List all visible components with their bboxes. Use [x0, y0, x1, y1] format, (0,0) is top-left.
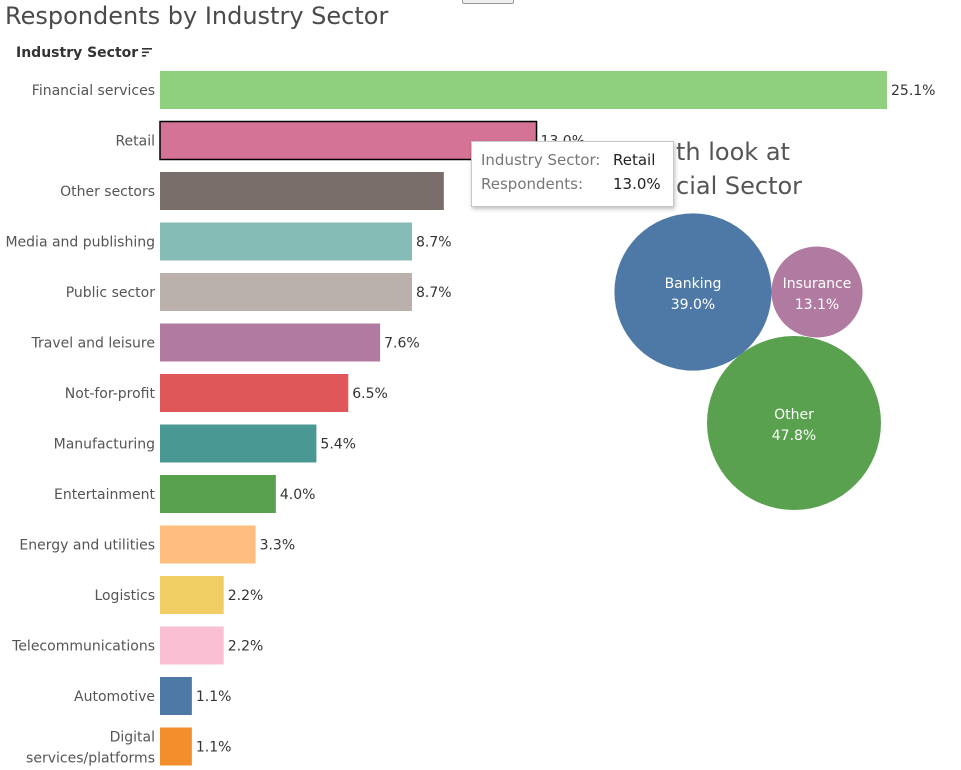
bar-logistics[interactable]: [160, 576, 224, 614]
tick-label-financial-services: Financial services: [32, 83, 155, 99]
bubble-title-line2: cial Sector: [676, 172, 802, 200]
chart-title: Respondents by Industry Sector: [5, 2, 389, 30]
value-label-logistics: 2.2%: [228, 588, 264, 604]
bubble-value-banking: 39.0%: [671, 297, 715, 313]
tick-label-digital-services-platforms: Digital services/platforms: [26, 730, 155, 767]
bar-not-for-profit[interactable]: [160, 374, 349, 412]
bubble-insurance[interactable]: [771, 246, 863, 338]
value-label-energy-and-utilities: 3.3%: [260, 538, 296, 554]
bubble-name-insurance: Insurance: [783, 276, 852, 292]
bubble-value-other: 47.8%: [772, 428, 816, 444]
tick-label-travel-and-leisure: Travel and leisure: [31, 336, 155, 352]
tick-label-other-sectors: Other sectors: [60, 184, 155, 200]
tick-label-telecommunications: Telecommunications: [11, 639, 155, 655]
value-label-travel-and-leisure: 7.6%: [384, 336, 420, 352]
tick-label-logistics: Logistics: [94, 588, 155, 604]
tick-label-not-for-profit: Not-for-profit: [65, 386, 156, 402]
tooltip-value-sector: Retail: [613, 151, 656, 169]
value-label-media-and-publishing: 8.7%: [416, 235, 452, 251]
value-label-entertainment: 4.0%: [280, 487, 316, 503]
bar-energy-and-utilities[interactable]: [160, 525, 256, 564]
value-label-not-for-profit: 6.5%: [352, 386, 388, 402]
tick-label-public-sector: Public sector: [66, 285, 156, 301]
tick-label-entertainment: Entertainment: [54, 487, 156, 503]
tooltip: Industry Sector: Retail Respondents: 13.0%: [471, 141, 674, 207]
tick-label-energy-and-utilities: Energy and utilities: [19, 538, 155, 554]
industry-sector-field-header[interactable]: Industry Sector: [16, 45, 153, 61]
bubble-other[interactable]: [707, 336, 881, 510]
bar-series: Financial services 25.1% Retail 13.0% Other …: [5, 71, 935, 767]
bubble-chart: th look at cial Sector Banking 39.0% Insuran…: [614, 138, 881, 510]
top-tab-handle[interactable]: [462, 0, 514, 4]
bar-entertainment[interactable]: [160, 475, 276, 513]
bubble-name-other: Other: [774, 407, 814, 423]
sort-icon[interactable]: [142, 45, 153, 61]
tick-label-retail: Retail: [115, 134, 155, 150]
bubble-name-banking: Banking: [665, 276, 722, 292]
value-label-financial-services: 25.1%: [891, 83, 935, 99]
bar-travel-and-leisure[interactable]: [160, 323, 381, 362]
bar-digital-services-platforms[interactable]: [160, 727, 192, 766]
value-label-public-sector: 8.7%: [416, 285, 452, 301]
bar-media-and-publishing[interactable]: [160, 222, 412, 261]
bar-other-sectors[interactable]: [160, 172, 444, 210]
field-header-label: Industry Sector: [16, 45, 139, 61]
bar-public-sector[interactable]: [160, 273, 412, 311]
bar-telecommunications[interactable]: [160, 626, 224, 665]
tick-label-media-and-publishing: Media and publishing: [5, 235, 155, 251]
bubble-title-line1: th look at: [676, 138, 790, 166]
value-label-manufacturing: 5.4%: [320, 437, 356, 453]
tick-label-automotive: Automotive: [74, 689, 155, 705]
value-label-digital-services-platforms: 1.1%: [196, 740, 232, 756]
value-label-automotive: 1.1%: [196, 689, 232, 705]
tooltip-key-sector: Industry Sector:: [481, 151, 601, 169]
bubble-value-insurance: 13.1%: [795, 297, 839, 313]
bubble-banking[interactable]: [614, 213, 772, 371]
bar-manufacturing[interactable]: [160, 424, 317, 463]
bar-automotive[interactable]: [160, 677, 192, 715]
tooltip-value-respondents: 13.0%: [613, 175, 661, 193]
tick-label-manufacturing: Manufacturing: [54, 437, 155, 453]
tooltip-key-respondents: Respondents:: [481, 175, 584, 193]
bar-financial-services[interactable]: [160, 71, 887, 109]
value-label-telecommunications: 2.2%: [228, 639, 264, 655]
